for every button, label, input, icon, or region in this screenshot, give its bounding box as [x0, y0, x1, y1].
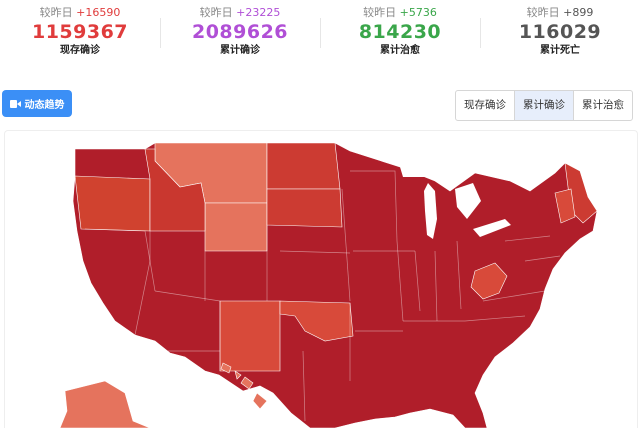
dynamic-trend-button[interactable]: 动态趋势: [2, 90, 72, 117]
stat-value: 814230: [358, 21, 442, 43]
video-camera-icon: [9, 99, 21, 108]
divider: [160, 18, 161, 48]
divider: [320, 18, 321, 48]
stat-current-confirmed: 较昨日 +16590 1159367 现存确诊: [0, 6, 160, 57]
dynamic-trend-label: 动态趋势: [24, 100, 65, 111]
stat-delta-value: +23225: [236, 6, 281, 19]
map-region-new-hampshire-vermont: [554, 188, 576, 224]
tab-current-confirmed[interactable]: 现存确诊: [456, 91, 515, 120]
map-region-idaho: [144, 148, 206, 232]
stats-bar: 较昨日 +16590 1159367 现存确诊 较昨日 +23225 20896…: [0, 0, 640, 66]
state-borders: [84, 170, 561, 422]
tab-total-confirmed[interactable]: 累计确诊: [515, 91, 574, 120]
map-region-oregon: [74, 175, 151, 232]
stat-label: 累计治愈: [380, 45, 420, 56]
map-region-wyoming: [204, 202, 268, 252]
map-region-new-mexico: [219, 300, 281, 372]
stat-delta: 较昨日 +16590: [39, 6, 121, 19]
stat-delta-value: +5736: [399, 6, 437, 19]
stat-delta: 较昨日 +899: [526, 6, 594, 19]
map-region-west-virginia: [470, 262, 508, 300]
us-choropleth-map: [59, 142, 598, 428]
stat-total-recovered: 较昨日 +5736 814230 累计治愈: [320, 6, 480, 57]
stat-value: 1159367: [31, 21, 129, 43]
tab-total-recovered[interactable]: 累计治愈: [582, 99, 624, 111]
stat-value: 2089626: [191, 21, 289, 43]
stat-delta-value: +899: [563, 6, 594, 19]
map-region-hawaii: [220, 362, 268, 410]
map-region-oklahoma: [279, 300, 354, 342]
stat-delta: 较昨日 +23225: [199, 6, 281, 19]
us-map-card: [4, 130, 638, 428]
stat-value: 116029: [518, 21, 602, 43]
lake-erie: [473, 219, 511, 237]
stat-delta-value: +16590: [76, 6, 121, 19]
divider: [480, 18, 481, 48]
stat-label: 累计死亡: [540, 45, 580, 56]
map-region-alaska: [59, 380, 151, 428]
stat-total-deaths: 较昨日 +899 116029 累计死亡: [480, 6, 640, 57]
lake-huron: [455, 183, 481, 219]
metric-tabs: 现存确诊 累计确诊 累计治愈: [455, 90, 633, 121]
map-region-north-dakota: [266, 142, 341, 190]
stat-label: 累计确诊: [220, 45, 260, 56]
lake-superior: [400, 159, 450, 177]
stat-delta: 较昨日 +5736: [363, 6, 437, 19]
lake-michigan: [424, 183, 437, 239]
map-region-south-dakota: [266, 188, 343, 228]
stat-total-confirmed: 较昨日 +23225 2089626 累计确诊: [160, 6, 320, 57]
stat-label: 现存确诊: [60, 45, 100, 56]
